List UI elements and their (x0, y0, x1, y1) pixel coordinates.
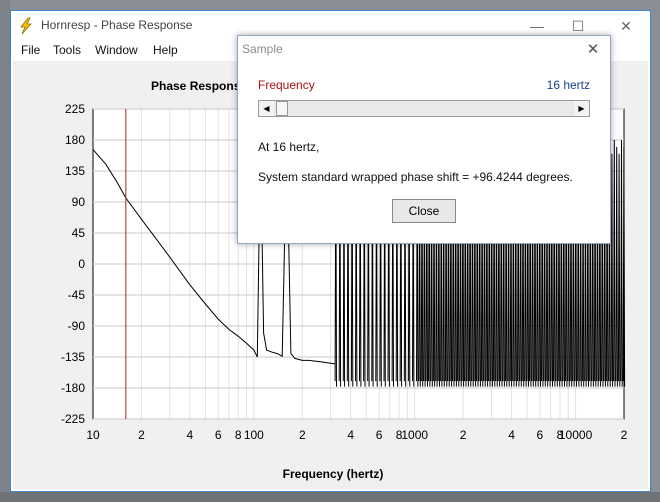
x-tick-label: 6 (376, 428, 383, 442)
hornresp-app-icon (20, 17, 32, 35)
x-tick-label: 1000 (401, 428, 428, 442)
x-tick-label: 10 (86, 428, 100, 442)
x-tick-label: 6 (215, 428, 222, 442)
x-tick-label: 4 (508, 428, 515, 442)
y-tick-label: 225 (65, 102, 85, 116)
scroll-left-arrow-icon[interactable]: ◀ (259, 101, 274, 116)
menu-help[interactable]: Help (153, 43, 178, 57)
maximize-button[interactable]: ☐ (571, 17, 585, 34)
frequency-label: Frequency (258, 78, 315, 92)
y-tick-label: -225 (61, 412, 85, 426)
scroll-thumb[interactable] (275, 101, 288, 116)
y-tick-label: 0 (78, 257, 85, 271)
y-tick-label: -45 (68, 288, 86, 302)
x-tick-label: 100 (244, 428, 264, 442)
close-window-button[interactable]: ✕ (620, 17, 632, 34)
x-tick-label: 2 (299, 428, 306, 442)
y-tick-label: -135 (61, 350, 85, 364)
phase-shift-readout: System standard wrapped phase shift = +9… (258, 170, 573, 184)
x-tick-label: 8 (557, 428, 564, 442)
scroll-right-arrow-icon[interactable]: ▶ (574, 101, 589, 116)
y-tick-label: 90 (72, 195, 86, 209)
x-tick-label: 6 (537, 428, 544, 442)
menu-bar: File Tools Window Help (11, 41, 650, 61)
y-tick-label: -90 (68, 319, 86, 333)
x-tick-label: 4 (347, 428, 354, 442)
menu-tools[interactable]: Tools (53, 43, 82, 57)
chart-title: Phase Response (151, 79, 248, 93)
x-tick-label: 2 (138, 428, 145, 442)
x-tick-label: 2 (621, 428, 628, 442)
x-tick-label: 8 (396, 428, 403, 442)
minimize-button[interactable]: — (530, 18, 544, 34)
sample-dialog: Sample ✕ Frequency 16 hertz ◀ ▶ At 16 he… (237, 35, 611, 244)
x-tick-label: 2 (460, 428, 467, 442)
frequency-readout: At 16 hertz, (258, 140, 320, 154)
window-title: Hornresp - Phase Response (41, 18, 193, 32)
y-tick-label: 135 (65, 164, 85, 178)
close-icon[interactable]: ✕ (586, 41, 600, 58)
x-tick-label: 10000 (559, 428, 593, 442)
y-tick-label: 45 (72, 226, 86, 240)
menu-file[interactable]: File (21, 43, 41, 57)
frequency-scrollbar[interactable]: ◀ ▶ (258, 100, 590, 117)
x-tick-label: 8 (235, 428, 242, 442)
dialog-title: Sample (242, 42, 283, 56)
x-axis-label: Frequency (hertz) (282, 467, 384, 481)
close-button[interactable]: Close (392, 199, 456, 223)
menu-window[interactable]: Window (95, 43, 138, 57)
x-tick-label: 4 (187, 428, 194, 442)
frequency-value: 16 hertz (546, 78, 590, 92)
phase-curve (92, 139, 336, 365)
desktop-background-bottom (0, 492, 660, 502)
y-tick-label: -180 (61, 381, 85, 395)
desktop-background (0, 0, 10, 502)
y-tick-label: 180 (65, 133, 85, 147)
